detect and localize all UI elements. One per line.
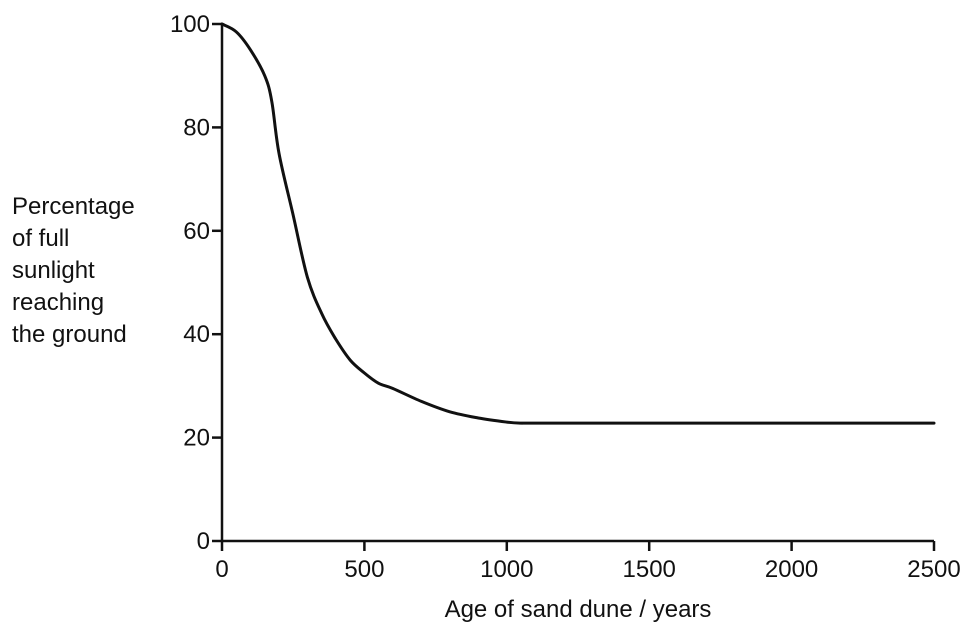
y-tick-label: 0 — [197, 528, 210, 555]
y-axis-title-line: of full — [12, 225, 69, 252]
x-ticks: 0 500 1000 1500 2000 2500 — [215, 541, 961, 583]
x-tick-label: 1000 — [480, 556, 533, 583]
plot-area — [220, 22, 936, 425]
y-axis-title-line: the ground — [12, 321, 127, 348]
y-axis-title-line: sunlight — [12, 257, 95, 284]
y-tick-label: 40 — [183, 321, 210, 348]
x-tick-label: 1500 — [623, 556, 676, 583]
y-ticks: 0 20 40 60 80 100 — [170, 11, 222, 555]
y-axis-title-line: reaching — [12, 289, 104, 316]
x-tick-label: 2000 — [765, 556, 818, 583]
chart-axes — [220, 24, 934, 543]
x-tick-label: 2500 — [907, 556, 960, 583]
x-tick-label: 0 — [215, 556, 228, 583]
x-axis-title: Age of sand dune / years — [445, 596, 712, 623]
y-axis-title: Percentage of full sunlight reaching the gro… — [12, 193, 135, 348]
series-line — [220, 22, 936, 425]
y-axis-title-line: Percentage — [12, 193, 135, 220]
x-tick-label: 500 — [344, 556, 384, 583]
y-tick-label: 20 — [183, 425, 210, 452]
y-tick-label: 60 — [183, 218, 210, 245]
y-tick-label: 100 — [170, 11, 210, 38]
y-tick-label: 80 — [183, 114, 210, 141]
